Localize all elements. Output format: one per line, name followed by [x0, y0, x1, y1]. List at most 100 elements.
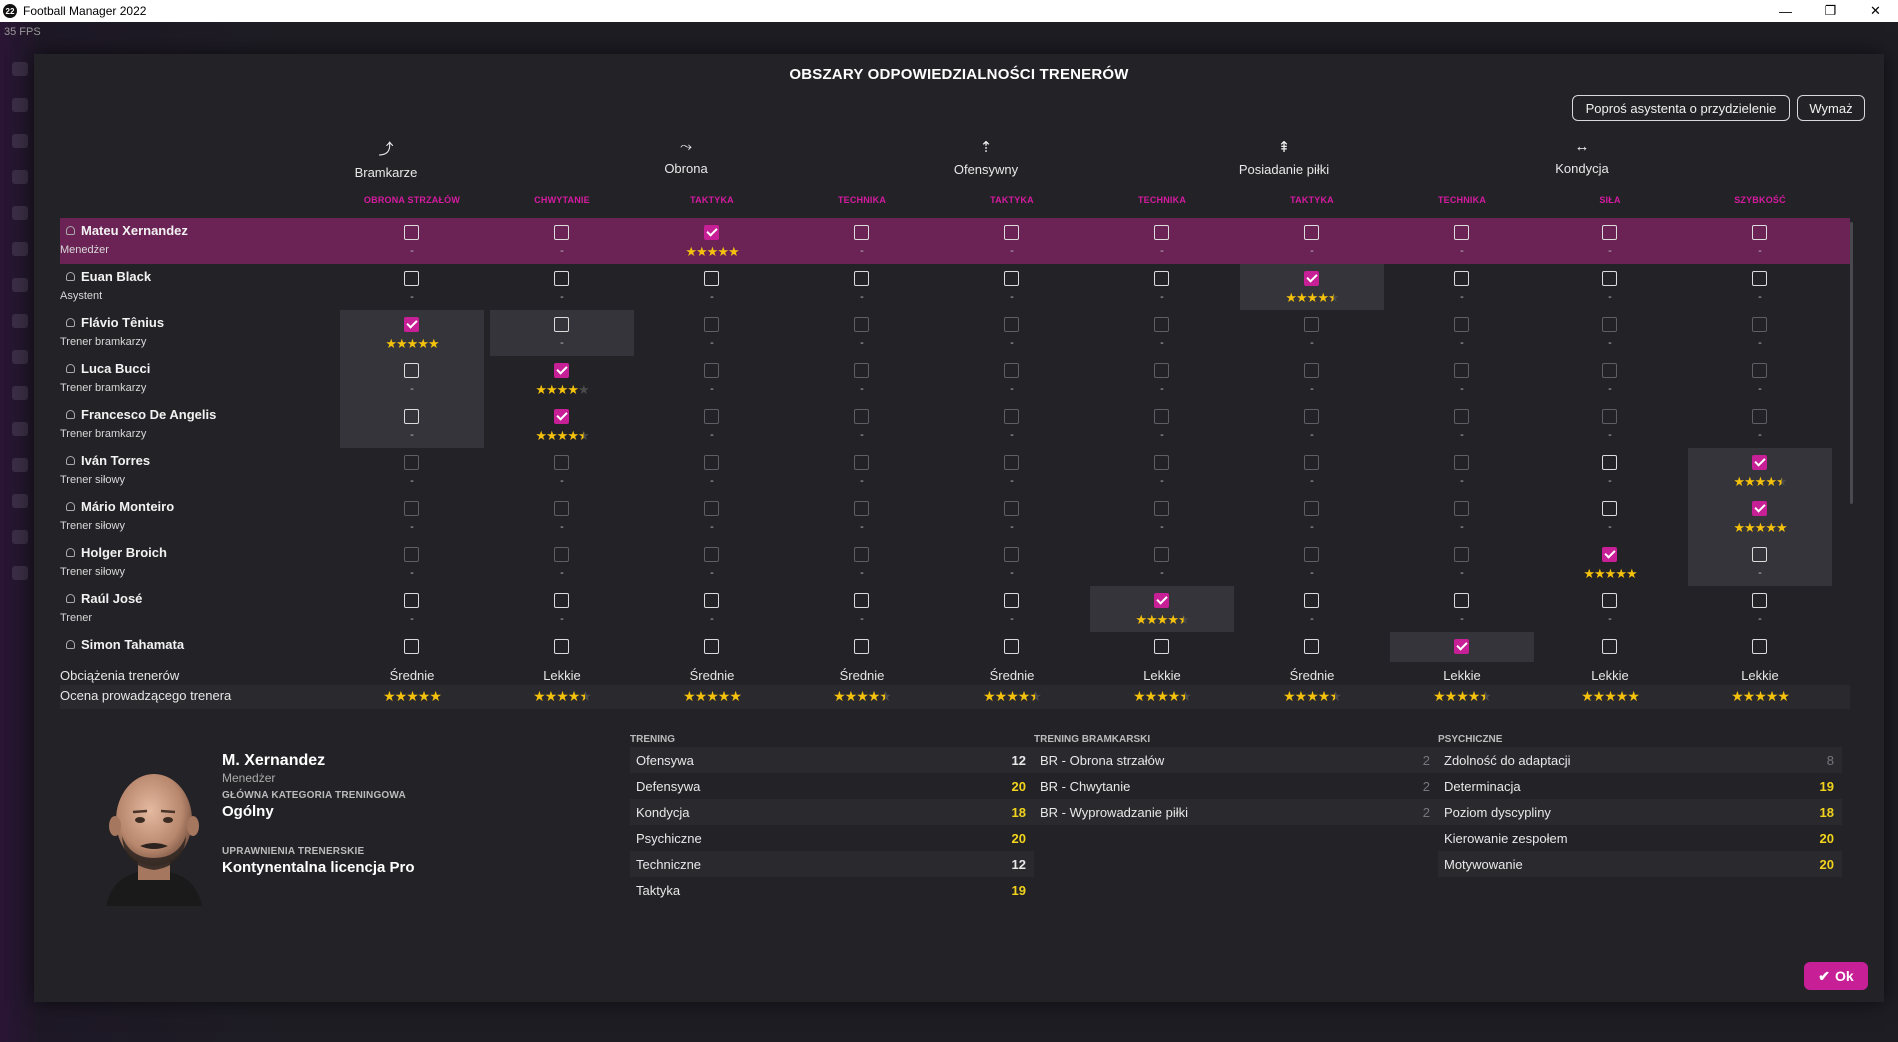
responsibility-checkbox[interactable] [554, 225, 569, 240]
coach-name[interactable]: Francesco De Angelis [66, 407, 216, 422]
responsibility-checkbox[interactable] [554, 409, 569, 424]
responsibility-checkbox[interactable] [704, 547, 719, 562]
responsibility-checkbox[interactable] [1004, 317, 1019, 332]
responsibility-checkbox[interactable] [1304, 455, 1319, 470]
coach-name[interactable]: Holger Broich [66, 545, 167, 560]
responsibility-checkbox[interactable] [854, 455, 869, 470]
responsibility-checkbox[interactable] [404, 317, 419, 332]
responsibility-checkbox[interactable] [554, 271, 569, 286]
responsibility-checkbox[interactable] [1602, 639, 1617, 654]
coach-row[interactable]: Flávio Tênius Trener bramkarzy ★★★★★ - - - - - -… [60, 310, 1850, 356]
coach-name[interactable]: Raúl José [66, 591, 142, 606]
responsibility-checkbox[interactable] [1304, 225, 1319, 240]
coach-name[interactable]: Iván Torres [66, 453, 150, 468]
responsibility-checkbox[interactable] [1602, 409, 1617, 424]
responsibility-checkbox[interactable] [1454, 455, 1469, 470]
coach-name[interactable]: Euan Black [66, 269, 151, 284]
responsibility-checkbox[interactable] [554, 317, 569, 332]
responsibility-checkbox[interactable] [1454, 593, 1469, 608]
responsibility-checkbox[interactable] [1154, 547, 1169, 562]
responsibility-checkbox[interactable] [404, 271, 419, 286]
responsibility-checkbox[interactable] [1602, 317, 1617, 332]
responsibility-checkbox[interactable] [1304, 317, 1319, 332]
responsibility-checkbox[interactable] [1454, 409, 1469, 424]
responsibility-checkbox[interactable] [554, 639, 569, 654]
responsibility-checkbox[interactable] [704, 363, 719, 378]
responsibility-checkbox[interactable] [1004, 547, 1019, 562]
minimize-icon[interactable]: — [1779, 3, 1792, 19]
responsibility-checkbox[interactable] [1154, 409, 1169, 424]
responsibility-checkbox[interactable] [1454, 639, 1469, 654]
responsibility-checkbox[interactable] [1752, 639, 1767, 654]
responsibility-checkbox[interactable] [404, 455, 419, 470]
responsibility-checkbox[interactable] [1304, 593, 1319, 608]
responsibility-checkbox[interactable] [1004, 501, 1019, 516]
responsibility-checkbox[interactable] [404, 363, 419, 378]
coach-row[interactable]: Raúl José Trener - - - - - ★★★★★ - - - - [60, 586, 1850, 632]
coach-row[interactable]: Mário Monteiro Trener siłowy - - - - - - - - - ★★★★… [60, 494, 1850, 540]
responsibility-checkbox[interactable] [1004, 225, 1019, 240]
coach-name[interactable]: Luca Bucci [66, 361, 150, 376]
responsibility-checkbox[interactable] [1304, 547, 1319, 562]
responsibility-checkbox[interactable] [1602, 455, 1617, 470]
coach-row[interactable]: Euan Black Asystent - - - - - - ★★★★★ - - - [60, 264, 1850, 310]
responsibility-checkbox[interactable] [854, 363, 869, 378]
responsibility-checkbox[interactable] [1004, 271, 1019, 286]
responsibility-checkbox[interactable] [1752, 593, 1767, 608]
responsibility-checkbox[interactable] [404, 409, 419, 424]
responsibility-checkbox[interactable] [1454, 547, 1469, 562]
responsibility-checkbox[interactable] [1304, 501, 1319, 516]
responsibility-checkbox[interactable] [704, 409, 719, 424]
responsibility-checkbox[interactable] [854, 547, 869, 562]
responsibility-checkbox[interactable] [554, 593, 569, 608]
responsibility-checkbox[interactable] [1752, 317, 1767, 332]
responsibility-checkbox[interactable] [554, 455, 569, 470]
responsibility-checkbox[interactable] [1752, 271, 1767, 286]
responsibility-checkbox[interactable] [1154, 593, 1169, 608]
coach-row[interactable]: Mateu Xernandez Menedżer - - ★★★★★ - - - - - - - [60, 218, 1850, 264]
coach-row[interactable]: Holger Broich Trener siłowy - - - - - - - - ★★★★★ - [60, 540, 1850, 586]
responsibility-checkbox[interactable] [554, 363, 569, 378]
responsibility-checkbox[interactable] [1602, 225, 1617, 240]
responsibility-checkbox[interactable] [704, 225, 719, 240]
responsibility-checkbox[interactable] [1304, 409, 1319, 424]
responsibility-checkbox[interactable] [1154, 317, 1169, 332]
responsibility-checkbox[interactable] [1304, 363, 1319, 378]
responsibility-checkbox[interactable] [1154, 271, 1169, 286]
responsibility-checkbox[interactable] [854, 225, 869, 240]
responsibility-checkbox[interactable] [1154, 225, 1169, 240]
responsibility-checkbox[interactable] [1154, 639, 1169, 654]
responsibility-checkbox[interactable] [854, 639, 869, 654]
responsibility-checkbox[interactable] [854, 409, 869, 424]
responsibility-checkbox[interactable] [404, 225, 419, 240]
responsibility-checkbox[interactable] [704, 455, 719, 470]
coach-row[interactable]: Luca Bucci Trener bramkarzy - ★★★★★ - - - - - - - - [60, 356, 1850, 402]
responsibility-checkbox[interactable] [1154, 455, 1169, 470]
responsibility-checkbox[interactable] [1004, 409, 1019, 424]
responsibility-checkbox[interactable] [1602, 547, 1617, 562]
responsibility-checkbox[interactable] [1154, 501, 1169, 516]
coach-row[interactable]: Simon Tahamata [60, 632, 1850, 662]
responsibility-checkbox[interactable] [1454, 225, 1469, 240]
ok-button[interactable]: ✔ Ok [1804, 962, 1868, 990]
coach-name[interactable]: Simon Tahamata [66, 637, 184, 652]
clear-button[interactable]: Wymaż [1797, 95, 1865, 121]
responsibility-checkbox[interactable] [1304, 639, 1319, 654]
responsibility-checkbox[interactable] [554, 547, 569, 562]
responsibility-checkbox[interactable] [854, 593, 869, 608]
responsibility-checkbox[interactable] [1454, 317, 1469, 332]
responsibility-checkbox[interactable] [854, 271, 869, 286]
responsibility-checkbox[interactable] [1454, 363, 1469, 378]
responsibility-checkbox[interactable] [404, 547, 419, 562]
responsibility-checkbox[interactable] [704, 271, 719, 286]
responsibility-checkbox[interactable] [1752, 455, 1767, 470]
responsibility-checkbox[interactable] [1304, 271, 1319, 286]
coach-name[interactable]: Mário Monteiro [66, 499, 174, 514]
restore-icon[interactable]: ❐ [1824, 3, 1837, 18]
responsibility-checkbox[interactable] [1602, 271, 1617, 286]
responsibility-checkbox[interactable] [1602, 501, 1617, 516]
responsibility-checkbox[interactable] [704, 501, 719, 516]
responsibility-checkbox[interactable] [1752, 363, 1767, 378]
responsibility-checkbox[interactable] [704, 639, 719, 654]
responsibility-checkbox[interactable] [1752, 501, 1767, 516]
